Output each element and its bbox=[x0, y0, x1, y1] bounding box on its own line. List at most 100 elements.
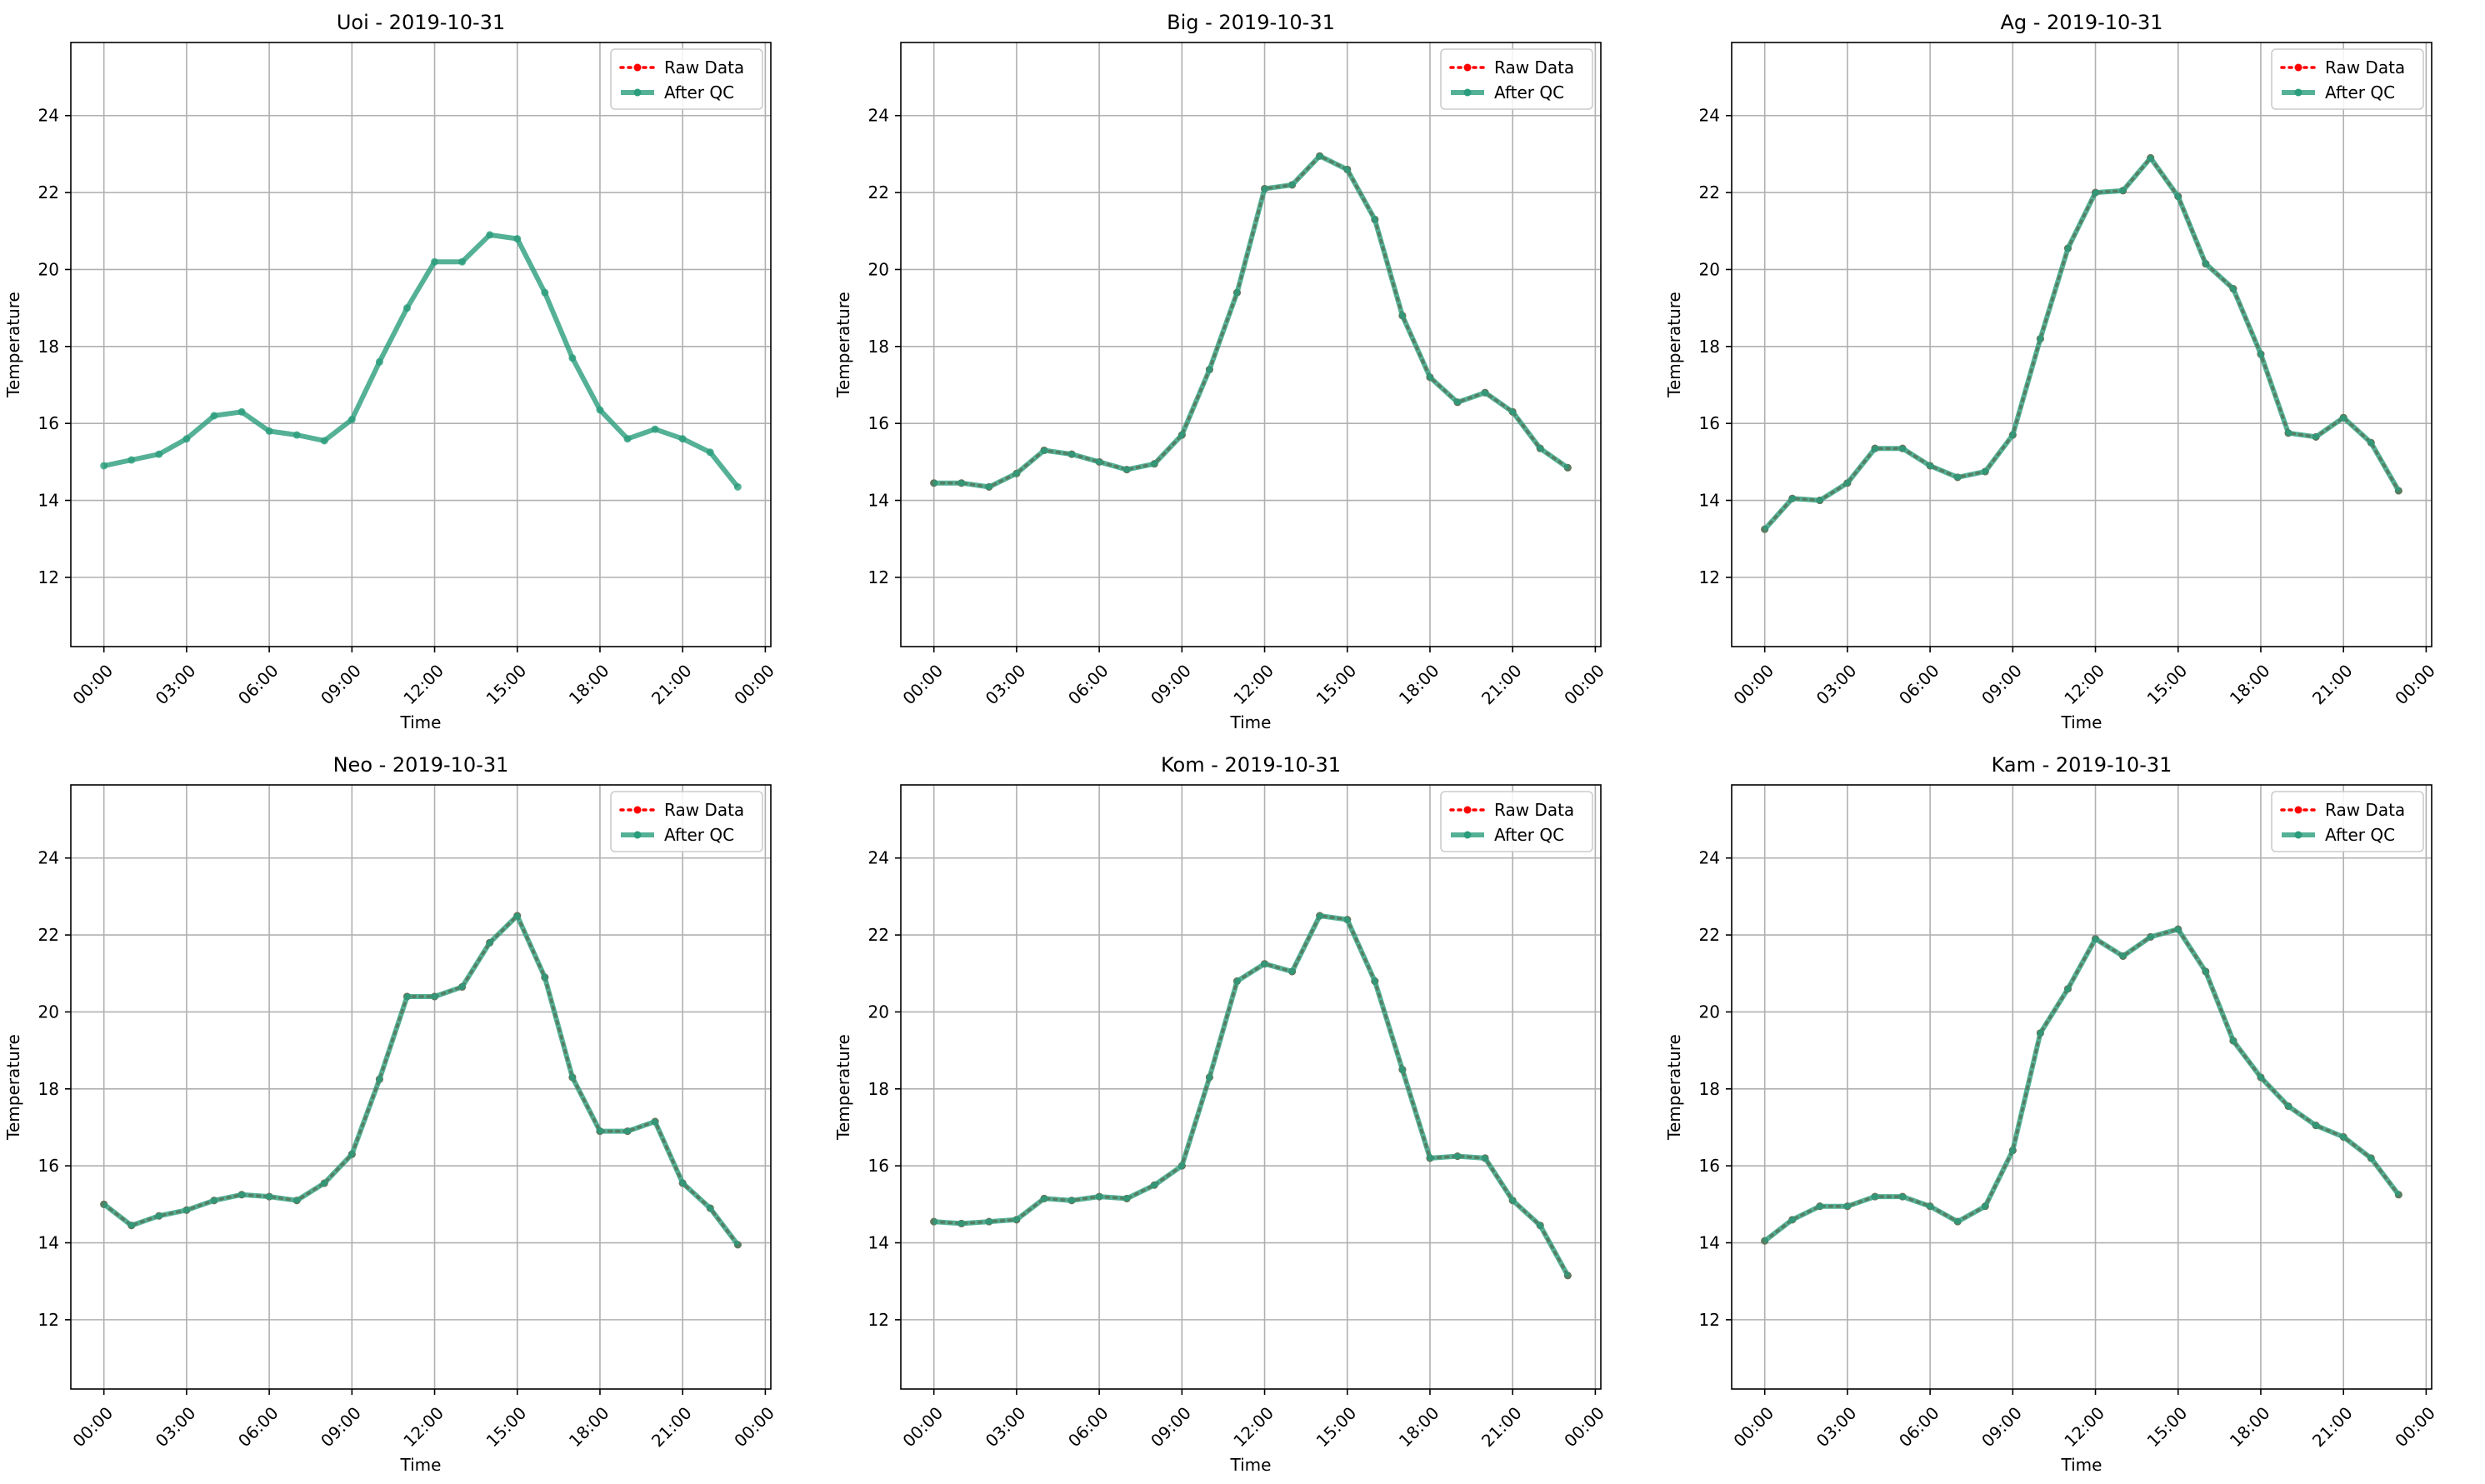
y-tick-label: 16 bbox=[38, 1156, 59, 1176]
legend-qc-label: After QC bbox=[1494, 82, 1564, 102]
x-tick-label: 15:00 bbox=[482, 661, 531, 709]
after-qc-point bbox=[1343, 916, 1352, 924]
x-tick-label: 09:00 bbox=[1978, 661, 2026, 709]
x-tick-label: 00:00 bbox=[2391, 661, 2439, 709]
y-tick-label: 24 bbox=[868, 848, 889, 868]
y-tick-label: 12 bbox=[38, 1310, 59, 1330]
after-qc-point bbox=[1316, 912, 1324, 920]
subplot-title: Neo - 2019-10-31 bbox=[333, 753, 509, 777]
x-tick-label: 03:00 bbox=[152, 1403, 200, 1452]
axes-background bbox=[1732, 785, 2432, 1389]
after-qc-point bbox=[1398, 312, 1407, 320]
after-qc-point bbox=[1398, 1066, 1407, 1074]
after-qc-point bbox=[292, 1197, 301, 1205]
x-tick-label: 00:00 bbox=[730, 661, 778, 709]
x-tick-label: 06:00 bbox=[1064, 661, 1112, 709]
y-tick-label: 24 bbox=[1699, 848, 1720, 868]
after-qc-point bbox=[265, 427, 273, 435]
after-qc-point bbox=[706, 448, 714, 457]
after-qc-point bbox=[2063, 985, 2072, 993]
legend-qc-marker bbox=[1463, 831, 1472, 839]
after-qc-point bbox=[1371, 215, 1379, 223]
after-qc-point bbox=[182, 435, 191, 443]
x-axis-label: Time bbox=[400, 712, 442, 732]
after-qc-point bbox=[2119, 187, 2128, 195]
y-tick-label: 14 bbox=[38, 1233, 59, 1253]
after-qc-point bbox=[541, 973, 549, 982]
after-qc-point bbox=[1150, 1181, 1158, 1189]
x-tick-label: 00:00 bbox=[1560, 661, 1608, 709]
y-tick-label: 22 bbox=[1699, 925, 1720, 945]
x-tick-label: 15:00 bbox=[1312, 1403, 1361, 1452]
subplot-0: 12 14 16 18 20 22 24 00:00 03:00 06:00 09:00 12:00 1… bbox=[3, 11, 778, 732]
after-qc-point bbox=[1068, 450, 1076, 458]
after-qc-point bbox=[1508, 1197, 1517, 1205]
after-qc-point bbox=[651, 1117, 659, 1126]
x-tick-label: 12:00 bbox=[399, 1403, 448, 1452]
after-qc-point bbox=[2257, 1073, 2265, 1082]
after-qc-point bbox=[210, 1197, 218, 1205]
after-qc-point bbox=[930, 479, 938, 487]
after-qc-line bbox=[1762, 155, 2401, 532]
x-tick-label: 06:00 bbox=[1895, 661, 1943, 709]
after-qc-point bbox=[486, 938, 494, 947]
after-qc-point bbox=[1981, 467, 1989, 476]
legend: Raw Data After QC bbox=[2271, 48, 2424, 110]
after-qc-point bbox=[320, 437, 328, 445]
x-tick-label: 06:00 bbox=[1895, 1403, 1943, 1452]
legend: Raw Data After QC bbox=[1440, 48, 1593, 110]
y-tick-label: 12 bbox=[1699, 567, 1720, 587]
axes-frame bbox=[900, 42, 1602, 647]
after-qc-point bbox=[1122, 1194, 1131, 1202]
axes-frame bbox=[1731, 784, 2432, 1390]
y-tick-label: 18 bbox=[868, 337, 889, 357]
after-qc-point bbox=[1040, 1194, 1048, 1202]
after-qc-point bbox=[265, 1192, 273, 1201]
after-qc-point bbox=[1816, 497, 1824, 505]
after-qc-point bbox=[1926, 1202, 1934, 1211]
after-qc-point bbox=[958, 1219, 966, 1227]
y-tick-label: 12 bbox=[868, 1310, 889, 1330]
x-tick-label: 21:00 bbox=[648, 1403, 696, 1452]
legend-qc-label: After QC bbox=[664, 82, 734, 102]
after-qc-point bbox=[458, 257, 467, 266]
axes-background bbox=[901, 785, 1601, 1389]
y-axis-label: Temperature bbox=[3, 1034, 23, 1141]
after-qc-point bbox=[155, 1212, 163, 1220]
after-qc-point bbox=[1040, 446, 1048, 454]
after-qc-point bbox=[1953, 473, 1962, 482]
after-qc-point bbox=[2008, 1147, 2017, 1155]
subplot-title: Ag - 2019-10-31 bbox=[2000, 11, 2162, 34]
after-qc-point bbox=[238, 1191, 246, 1199]
x-tick-label: 21:00 bbox=[2308, 661, 2357, 709]
y-tick-label: 20 bbox=[868, 1002, 889, 1022]
x-axis-label: Time bbox=[1230, 712, 1272, 732]
subplot-title: Kam - 2019-10-31 bbox=[1992, 753, 2172, 777]
x-tick-label: 00:00 bbox=[1729, 1403, 1778, 1452]
after-qc-point bbox=[431, 257, 439, 266]
x-tick-label: 21:00 bbox=[2308, 1403, 2357, 1452]
y-tick-label: 18 bbox=[1699, 337, 1720, 357]
axes-frame bbox=[1731, 42, 2432, 647]
x-tick-label: 03:00 bbox=[982, 1403, 1030, 1452]
legend-raw-marker bbox=[633, 63, 642, 72]
x-tick-label: 06:00 bbox=[234, 661, 282, 709]
y-tick-label: 12 bbox=[38, 567, 59, 587]
after-qc-point bbox=[1068, 1197, 1076, 1205]
x-tick-label: 12:00 bbox=[1229, 661, 1278, 709]
after-qc-point bbox=[1426, 1154, 1434, 1162]
after-qc-point bbox=[1843, 1202, 1852, 1211]
x-tick-label: 21:00 bbox=[648, 661, 696, 709]
after-qc-point bbox=[2036, 1029, 2044, 1037]
after-qc-point bbox=[1788, 1216, 1797, 1224]
after-qc-point bbox=[513, 912, 522, 920]
after-qc-point bbox=[2394, 487, 2402, 495]
after-qc-point bbox=[706, 1204, 714, 1212]
after-qc-point bbox=[182, 1206, 191, 1214]
after-qc-point bbox=[238, 407, 246, 416]
after-qc-point bbox=[1288, 967, 1297, 976]
axes-frame bbox=[900, 784, 1602, 1390]
legend-qc-marker bbox=[2294, 831, 2302, 839]
legend: Raw Data After QC bbox=[1440, 791, 1593, 852]
after-qc-point bbox=[1481, 1154, 1489, 1162]
